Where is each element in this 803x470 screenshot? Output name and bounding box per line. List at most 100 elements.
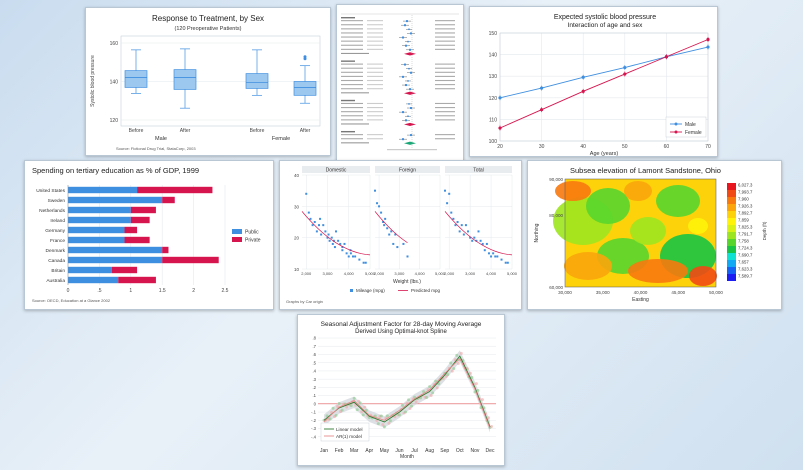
category-label: Britain xyxy=(51,268,65,274)
x-tick-label: 2.5 xyxy=(222,288,229,294)
observed-point xyxy=(490,425,493,429)
x-tick-label: 5,000 xyxy=(435,271,446,276)
forest-plot-panel xyxy=(336,4,464,161)
y-tick-label: -.2 xyxy=(311,418,317,423)
row-effect-text xyxy=(435,115,455,117)
y-tick-label: 40 xyxy=(294,173,300,178)
category-label: Netherlands xyxy=(39,208,65,214)
x-tick-label: May xyxy=(380,448,390,454)
row-label-text xyxy=(341,67,363,69)
colorbar-label: 7,724.3 xyxy=(738,246,753,251)
row-label-text xyxy=(341,44,363,46)
row-value-text xyxy=(367,115,383,117)
x-tick-label: 20 xyxy=(497,144,503,150)
legend-box xyxy=(320,422,370,442)
x-tick-label: 40,000 xyxy=(634,290,648,295)
x-tick-label: 60 xyxy=(664,144,670,150)
estimate-marker xyxy=(402,36,404,39)
colorbar-title: Depth (ft) xyxy=(762,221,767,240)
row-label-text xyxy=(341,32,363,34)
colorbar-label: 7,589.7 xyxy=(738,274,753,279)
seasonal-line-chart: Seasonal Adjustment Factor for 28-day Mo… xyxy=(311,321,496,460)
colorbar-swatch xyxy=(727,253,736,260)
scatter-point xyxy=(318,224,320,227)
observed-point xyxy=(328,417,332,421)
scatter-point xyxy=(333,246,336,249)
bar-segment xyxy=(111,266,138,274)
group-header-text xyxy=(341,99,355,102)
scatter-point xyxy=(483,249,486,252)
forest-plot-chart xyxy=(341,13,459,151)
observed-point xyxy=(363,405,367,409)
y-tick-label: 80,000 xyxy=(549,213,563,218)
y-tick-label: .2 xyxy=(313,385,317,390)
x-tick-label: 30,000 xyxy=(558,290,572,295)
estimate-marker xyxy=(405,44,407,47)
x-tick-label: Sep xyxy=(440,448,449,454)
bar-segment xyxy=(162,246,169,254)
scatter-point xyxy=(487,252,490,255)
row-effect-text xyxy=(435,24,455,26)
row-effect-text xyxy=(435,28,455,30)
observed-point xyxy=(385,414,389,418)
colorbar-label: 7,993.7 xyxy=(738,190,753,195)
colorbar-label: 7,791.7 xyxy=(738,232,753,237)
colorbar-label: 6,027.3 xyxy=(738,183,753,188)
x-tick-label: 50,000 xyxy=(709,290,723,295)
series-line xyxy=(323,355,491,428)
y-tick-label: .6 xyxy=(313,352,317,357)
subtotal-text xyxy=(341,52,369,54)
scatter-point xyxy=(320,233,323,236)
estimate-marker xyxy=(402,138,404,141)
scatter-point xyxy=(311,224,314,227)
x-tick-label: 3,000 xyxy=(394,271,405,276)
scatter-point xyxy=(452,217,455,220)
x-tick-label: Apr xyxy=(365,448,373,454)
bar-segment xyxy=(124,226,138,234)
observed-point xyxy=(360,410,364,414)
row-label-text xyxy=(341,102,363,105)
scatter-point xyxy=(313,221,316,223)
row-effect-text xyxy=(435,79,455,82)
colorbar-label: 7,960 xyxy=(738,197,749,202)
contour-region xyxy=(656,185,700,217)
colorbar-swatch xyxy=(727,239,736,246)
y-tick-label: 0 xyxy=(314,401,317,406)
row-label-text xyxy=(341,79,363,82)
legend-label: Linear model xyxy=(336,427,363,432)
estimate-marker xyxy=(410,71,412,74)
facet-title: Total xyxy=(473,168,484,174)
chart-subtitle: Derived Using Optimal-knot Spline xyxy=(355,329,447,335)
scatter-point xyxy=(341,246,344,249)
bar-segment xyxy=(68,196,163,204)
scatter-point xyxy=(456,221,459,223)
y-tick-label: 10 xyxy=(294,267,300,272)
row-effect-text xyxy=(435,67,455,69)
box-body xyxy=(245,73,269,89)
category-label: Germany xyxy=(45,228,65,234)
observed-point xyxy=(407,398,411,402)
row-value-text xyxy=(367,88,383,90)
observed-point xyxy=(435,386,439,390)
x-tick-label: Dec xyxy=(486,448,495,454)
facet-header xyxy=(445,166,512,173)
scatter-point xyxy=(352,255,354,258)
x-tick-label: .5 xyxy=(97,288,101,294)
colorbar-swatch xyxy=(727,246,736,253)
bar-segment xyxy=(162,196,175,204)
row-value-text xyxy=(367,119,383,121)
row-effect-text xyxy=(435,102,455,105)
observed-point xyxy=(337,401,341,405)
x-tick-label: Before xyxy=(129,128,144,134)
observed-point xyxy=(334,413,338,417)
bar-segment xyxy=(124,236,150,244)
observed-point xyxy=(425,396,429,400)
x-tick-label: 2 xyxy=(192,288,195,294)
x-tick-label: 30 xyxy=(539,144,545,150)
observed-point xyxy=(397,413,401,417)
legend-label: Female xyxy=(685,130,702,136)
scatter-point xyxy=(392,242,395,245)
row-value-text xyxy=(367,84,383,86)
estimate-marker xyxy=(409,48,411,51)
scatter-point xyxy=(343,242,346,245)
